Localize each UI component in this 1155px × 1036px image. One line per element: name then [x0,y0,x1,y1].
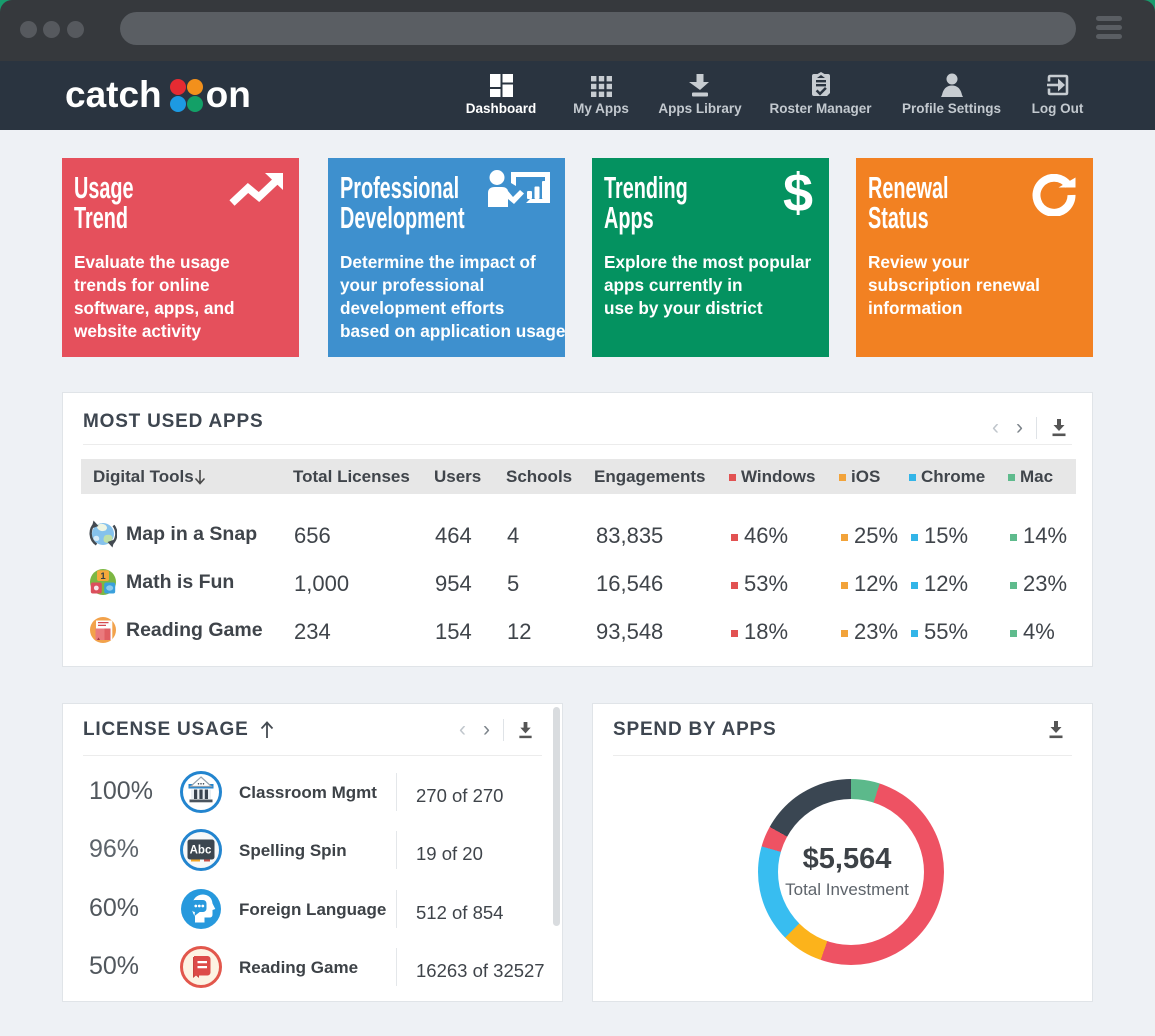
svg-text:1: 1 [100,571,106,582]
svg-text:Abc: Abc [190,845,212,857]
